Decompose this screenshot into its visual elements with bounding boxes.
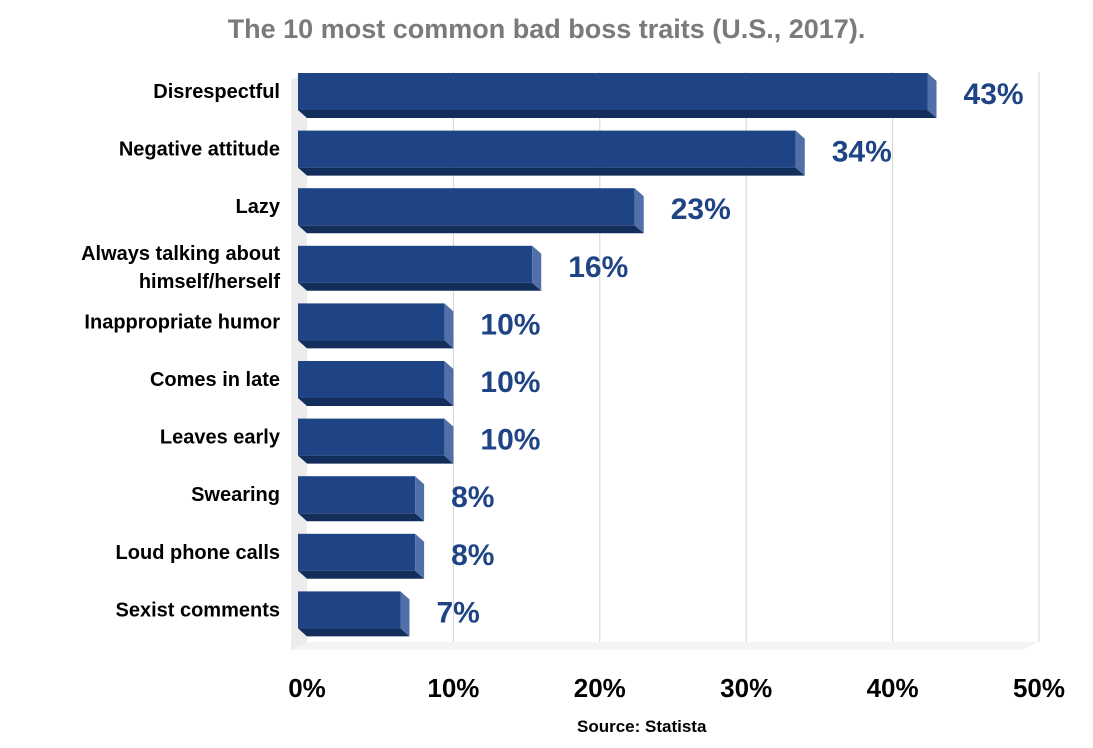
- data-label: 10%: [480, 366, 540, 399]
- data-label: 43%: [964, 78, 1024, 111]
- category-label: Always talking about: [81, 243, 280, 265]
- x-tick-label: 50%: [1013, 673, 1065, 703]
- bar-front-face: [298, 533, 416, 571]
- bar-end-face: [444, 418, 454, 464]
- bar: [298, 418, 454, 464]
- bar: [298, 303, 454, 349]
- floor: [291, 642, 1039, 650]
- data-label: 23%: [671, 193, 731, 226]
- x-tick-label: 0%: [288, 673, 326, 703]
- bar-bottom-face: [298, 110, 937, 118]
- category-label: Swearing: [191, 484, 280, 506]
- data-label: 34%: [832, 136, 892, 169]
- bar-bottom-face: [298, 225, 644, 234]
- data-label: 8%: [451, 481, 494, 514]
- data-label: 10%: [480, 424, 540, 457]
- bar-end-face: [634, 188, 644, 234]
- data-label: 16%: [568, 251, 628, 284]
- bar: [298, 245, 542, 291]
- data-labels: 43% 34% 23% 16% 10% 10% 10% 8% 8% 7%: [436, 78, 1023, 629]
- bar-end-face: [532, 245, 542, 291]
- bar-end-face: [444, 303, 454, 349]
- bar: [298, 476, 425, 522]
- x-tick-label: 20%: [574, 673, 626, 703]
- bar: [298, 591, 410, 637]
- source-note: Source: Statista: [577, 717, 707, 736]
- bars: [298, 73, 937, 637]
- bar-front-face: [298, 188, 635, 226]
- category-label: Disrespectful: [153, 81, 280, 103]
- category-label: Inappropriate humor: [84, 311, 280, 333]
- bar-end-face: [400, 591, 410, 637]
- bar-bottom-face: [298, 628, 410, 637]
- bar-front-face: [298, 73, 928, 110]
- bar-bottom-face: [298, 340, 454, 349]
- category-label: Lazy: [236, 196, 281, 218]
- bar-end-face: [444, 361, 454, 406]
- x-tick-label: 30%: [720, 673, 772, 703]
- bar: [298, 188, 644, 234]
- bar-bottom-face: [298, 282, 542, 291]
- bar-bottom-face: [298, 167, 805, 176]
- bar: [298, 73, 937, 118]
- category-label: Comes in late: [150, 369, 280, 391]
- bar-bottom-face: [298, 455, 454, 464]
- category-label: Negative attitude: [119, 139, 280, 161]
- bar: [298, 361, 454, 406]
- bar-front-face: [298, 591, 401, 629]
- bar-front-face: [298, 303, 445, 341]
- data-label: 8%: [451, 539, 494, 572]
- x-tick-label: 40%: [867, 673, 919, 703]
- category-label: Leaves early: [160, 427, 281, 449]
- category-labels: Disrespectful Negative attitude Lazy Always…: [81, 81, 281, 621]
- bar-end-face: [415, 476, 425, 522]
- category-label: himself/herself: [139, 271, 281, 293]
- bar-bottom-face: [298, 513, 425, 522]
- bar-bottom-face: [298, 570, 425, 579]
- x-tick-label: 10%: [427, 673, 479, 703]
- bar-bottom-face: [298, 398, 454, 406]
- bar-front-face: [298, 361, 445, 398]
- chart-title: The 10 most common bad boss traits (U.S.…: [227, 14, 866, 44]
- bar: [298, 130, 805, 176]
- bar-end-face: [927, 73, 937, 118]
- data-label: 10%: [480, 308, 540, 341]
- bar-front-face: [298, 476, 416, 514]
- category-label: Loud phone calls: [116, 542, 280, 564]
- bar-end-face: [795, 130, 805, 176]
- bar: [298, 533, 425, 579]
- bar-front-face: [298, 130, 796, 168]
- category-label: Sexist comments: [115, 599, 280, 621]
- x-axis-ticks: 0% 10% 20% 30% 40% 50%: [288, 673, 1065, 703]
- data-label: 7%: [436, 596, 479, 629]
- bar-end-face: [415, 533, 425, 579]
- bar-front-face: [298, 245, 533, 283]
- bar-front-face: [298, 418, 445, 456]
